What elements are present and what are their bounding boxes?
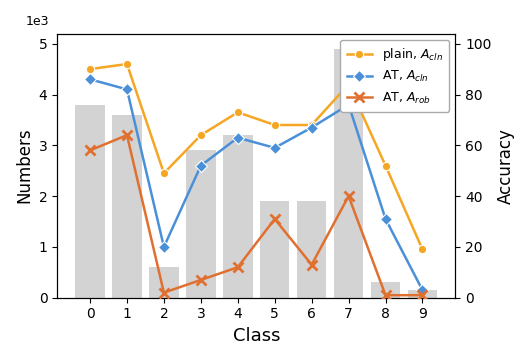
Bar [371, 283, 400, 298]
Bar [186, 150, 216, 298]
Y-axis label: Accuracy: Accuracy [497, 128, 515, 203]
Legend: plain, $A_{cln}$, AT, $A_{cln}$, AT, $A_{rob}$: plain, $A_{cln}$, AT, $A_{cln}$, AT, $A_… [340, 40, 449, 112]
Bar [112, 115, 142, 298]
Y-axis label: Numbers: Numbers [15, 128, 33, 203]
Bar [223, 135, 253, 298]
Bar [149, 267, 179, 298]
Bar [297, 201, 326, 298]
Bar [334, 49, 364, 298]
Bar [408, 290, 437, 298]
Bar [260, 201, 289, 298]
Bar [75, 105, 105, 298]
X-axis label: Class: Class [233, 327, 280, 345]
Text: 1e3: 1e3 [25, 15, 49, 28]
